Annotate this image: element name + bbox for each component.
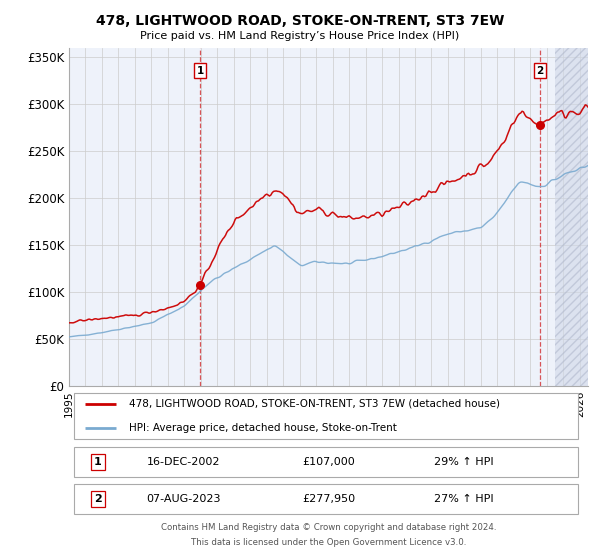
Text: 1: 1 xyxy=(94,457,101,467)
Text: 478, LIGHTWOOD ROAD, STOKE-ON-TRENT, ST3 7EW: 478, LIGHTWOOD ROAD, STOKE-ON-TRENT, ST3… xyxy=(96,14,504,28)
Text: £107,000: £107,000 xyxy=(302,457,355,467)
Text: 1: 1 xyxy=(197,66,204,76)
FancyBboxPatch shape xyxy=(74,447,578,477)
Text: 2: 2 xyxy=(536,66,544,76)
Text: 2: 2 xyxy=(94,494,101,504)
Text: 27% ↑ HPI: 27% ↑ HPI xyxy=(434,494,493,504)
FancyBboxPatch shape xyxy=(74,484,578,514)
Text: 29% ↑ HPI: 29% ↑ HPI xyxy=(434,457,493,467)
Text: Price paid vs. HM Land Registry’s House Price Index (HPI): Price paid vs. HM Land Registry’s House … xyxy=(140,31,460,41)
Bar xyxy=(555,48,588,386)
FancyBboxPatch shape xyxy=(74,393,578,439)
Text: This data is licensed under the Open Government Licence v3.0.: This data is licensed under the Open Gov… xyxy=(191,538,466,547)
Text: 07-AUG-2023: 07-AUG-2023 xyxy=(146,494,220,504)
Text: HPI: Average price, detached house, Stoke-on-Trent: HPI: Average price, detached house, Stok… xyxy=(128,423,397,433)
Bar xyxy=(555,48,588,386)
Text: 16-DEC-2002: 16-DEC-2002 xyxy=(146,457,220,467)
Text: Contains HM Land Registry data © Crown copyright and database right 2024.: Contains HM Land Registry data © Crown c… xyxy=(161,524,496,533)
Text: £277,950: £277,950 xyxy=(302,494,355,504)
Text: 478, LIGHTWOOD ROAD, STOKE-ON-TRENT, ST3 7EW (detached house): 478, LIGHTWOOD ROAD, STOKE-ON-TRENT, ST3… xyxy=(128,399,500,409)
